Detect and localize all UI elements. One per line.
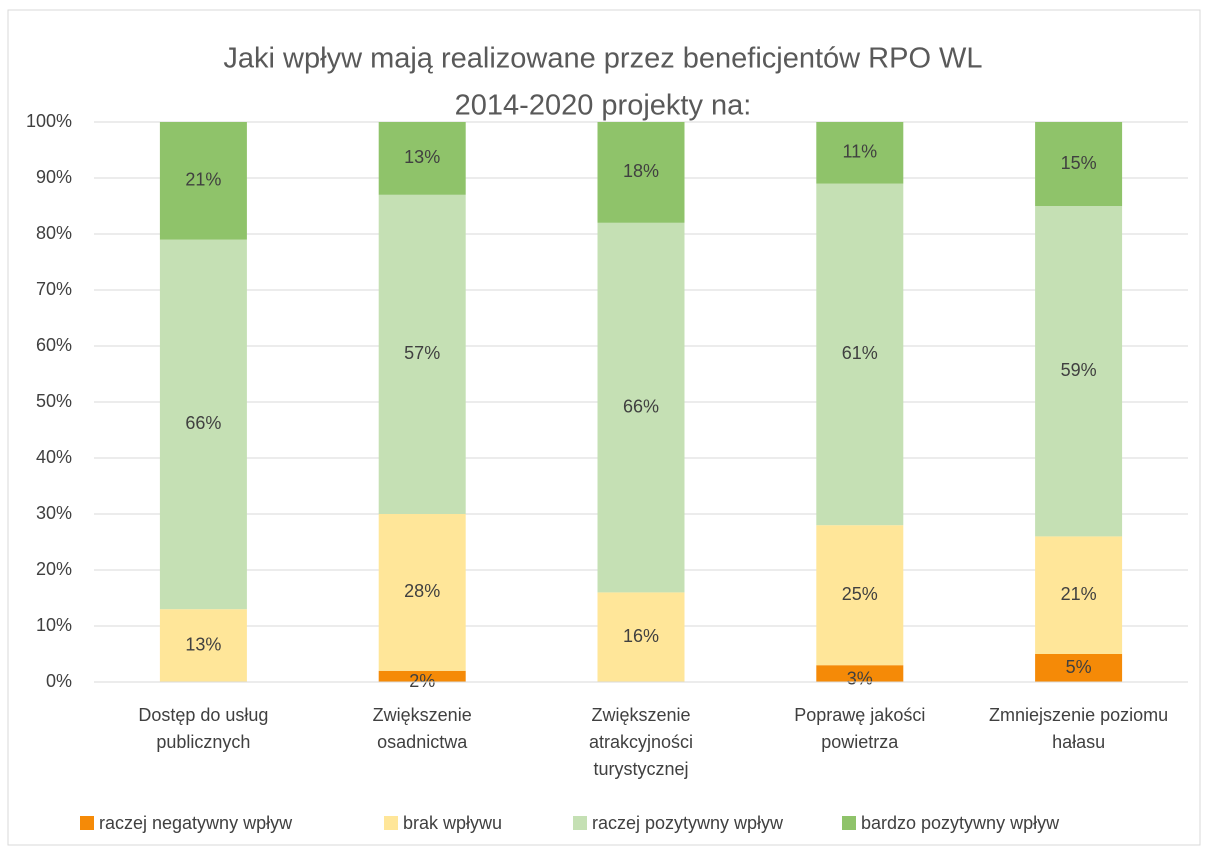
- data-label: 66%: [623, 396, 659, 416]
- x-tick-label: Zmniejszenie poziomu: [989, 705, 1168, 725]
- bar-segment: [159, 122, 247, 240]
- legend-swatch: [384, 816, 398, 830]
- legend-label: raczej negatywny wpływ: [99, 813, 293, 833]
- x-tick-label: turystycznej: [593, 759, 688, 779]
- bar-segment: [816, 525, 904, 666]
- bar-segment: [159, 239, 247, 610]
- data-label: 15%: [1061, 153, 1097, 173]
- data-label: 59%: [1061, 360, 1097, 380]
- data-label: 13%: [404, 147, 440, 167]
- data-label: 21%: [1061, 584, 1097, 604]
- y-tick-label: 100%: [26, 111, 72, 131]
- legend-swatch: [80, 816, 94, 830]
- y-tick-label: 70%: [36, 279, 72, 299]
- y-tick-label: 0%: [46, 671, 72, 691]
- bar-segment: [1035, 654, 1123, 682]
- x-tick-label: publicznych: [156, 732, 250, 752]
- x-tick-label: Dostęp do usług: [138, 705, 268, 725]
- data-label: 2%: [409, 671, 435, 691]
- bar-segment: [1035, 206, 1123, 537]
- y-tick-label: 30%: [36, 503, 72, 523]
- bar-segment: [378, 514, 466, 671]
- data-label: 66%: [185, 413, 221, 433]
- legend-label: bardzo pozytywny wpływ: [861, 813, 1060, 833]
- bar-segment: [597, 592, 685, 682]
- data-label: 16%: [623, 626, 659, 646]
- bar-segment: [816, 665, 904, 682]
- bar-segment: [1035, 122, 1123, 206]
- x-tick-label: Zwiększenie: [591, 705, 690, 725]
- bar-segment: [378, 122, 466, 195]
- y-tick-label: 90%: [36, 167, 72, 187]
- x-tick-label: atrakcyjności: [589, 732, 693, 752]
- bar-segment: [378, 670, 466, 682]
- chart-title: 2014-2020 projekty na:: [455, 90, 752, 122]
- data-label: 57%: [404, 343, 440, 363]
- x-tick-label: Zwiększenie: [373, 705, 472, 725]
- data-label: 13%: [185, 634, 221, 654]
- x-tick-label: osadnictwa: [377, 732, 468, 752]
- x-tick-label: hałasu: [1052, 732, 1105, 752]
- legend-label: raczej pozytywny wpływ: [592, 813, 784, 833]
- legend-swatch: [842, 816, 856, 830]
- y-tick-label: 80%: [36, 223, 72, 243]
- data-label: 11%: [842, 142, 877, 162]
- bar-segment: [378, 194, 466, 515]
- data-label: 3%: [847, 668, 873, 688]
- bar-segment: [597, 222, 685, 593]
- data-label: 18%: [623, 161, 659, 181]
- bar-segment: [597, 122, 685, 223]
- legend-swatch: [573, 816, 587, 830]
- bar-segment: [159, 609, 247, 682]
- y-tick-label: 50%: [36, 391, 72, 411]
- data-label: 25%: [842, 584, 878, 604]
- data-label: 5%: [1066, 657, 1092, 677]
- x-tick-label: Poprawę jakości: [794, 705, 925, 725]
- y-tick-label: 60%: [36, 335, 72, 355]
- bar-segment: [816, 183, 904, 526]
- data-label: 28%: [404, 581, 440, 601]
- y-tick-label: 40%: [36, 447, 72, 467]
- y-tick-label: 10%: [36, 615, 72, 635]
- x-tick-label: powietrza: [821, 732, 899, 752]
- data-label: 21%: [185, 170, 221, 190]
- y-tick-label: 20%: [36, 559, 72, 579]
- bar-segment: [1035, 536, 1123, 654]
- data-label: 61%: [842, 343, 878, 363]
- bar-segment: [816, 122, 904, 184]
- legend-label: brak wpływu: [403, 813, 502, 833]
- chart-title: Jaki wpływ mają realizowane przez benefi…: [223, 43, 982, 75]
